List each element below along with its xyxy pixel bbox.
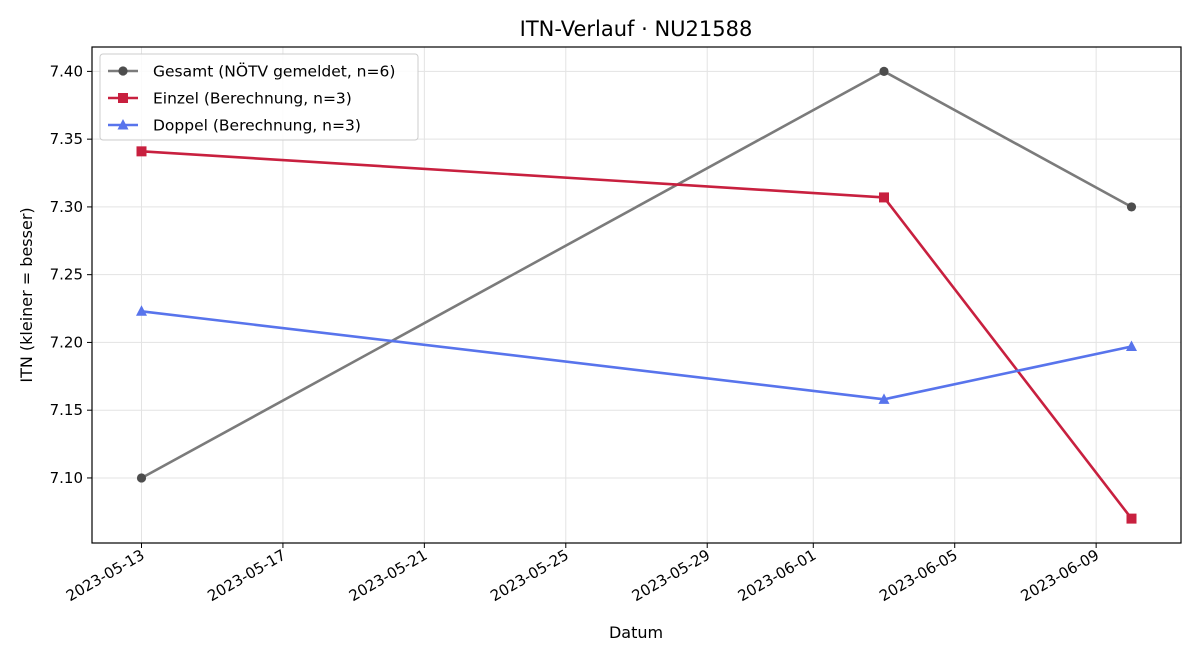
triangle-marker — [117, 119, 129, 130]
square-marker — [879, 192, 889, 203]
legend-item: Gesamt (NÖTV gemeldet, n=6) — [108, 62, 395, 81]
x-tick-label: 2023-06-05 — [876, 546, 961, 605]
x-axis-title: Datum — [609, 623, 663, 642]
legend-label: Einzel (Berechnung, n=3) — [153, 90, 352, 108]
legend-box — [99, 53, 419, 141]
y-tick-label: 7.25 — [50, 266, 83, 284]
x-tick-label: 2023-05-13 — [63, 546, 148, 605]
axis-ticks: 7.10 7.15 7.20 7.25 7.30 7.35 7.40 2023-05-13 20… — [50, 62, 1103, 605]
y-tick-label: 7.10 — [50, 469, 83, 487]
square-marker — [136, 146, 147, 157]
circle-marker — [118, 66, 128, 76]
x-tick-label: 2023-06-01 — [735, 546, 820, 605]
y-tick-label: 7.40 — [50, 62, 83, 80]
square-marker — [1126, 513, 1137, 524]
series-3 — [136, 305, 1137, 404]
x-tick-label: 2023-05-25 — [487, 546, 572, 605]
plot-frame — [91, 46, 1182, 544]
y-tick-label: 7.30 — [50, 198, 83, 216]
legend: Gesamt (NÖTV gemeldet, n=6) Einzel (Berec… — [99, 53, 419, 141]
legend-label: Gesamt (NÖTV gemeldet, n=6) — [153, 62, 395, 81]
x-tick-label: 2023-05-29 — [629, 546, 714, 605]
series-2 — [136, 146, 1137, 524]
square-marker — [118, 93, 128, 103]
legend-item: Doppel (Berechnung, n=3) — [108, 117, 361, 135]
legend-item: Einzel (Berechnung, n=3) — [108, 90, 352, 108]
series-layer — [136, 66, 1137, 524]
triangle-marker — [136, 305, 147, 316]
y-axis-title: ITN (kleiner = besser) — [17, 207, 36, 382]
x-tick-label: 2023-05-17 — [204, 546, 289, 605]
chart-title: ITN-Verlauf · NU21588 — [520, 17, 753, 41]
x-tick-label: 2023-06-09 — [1018, 546, 1103, 605]
triangle-marker — [878, 393, 890, 404]
y-tick-label: 7.35 — [50, 130, 83, 148]
y-tick-label: 7.20 — [50, 333, 83, 351]
y-tick-label: 7.15 — [50, 401, 83, 419]
circle-marker — [1126, 202, 1137, 212]
x-tick-label: 2023-05-21 — [346, 546, 431, 605]
legend-label: Doppel (Berechnung, n=3) — [153, 117, 361, 135]
triangle-marker — [1126, 340, 1137, 351]
series-1 — [136, 66, 1137, 483]
circle-marker — [136, 473, 147, 483]
circle-marker — [879, 66, 889, 76]
